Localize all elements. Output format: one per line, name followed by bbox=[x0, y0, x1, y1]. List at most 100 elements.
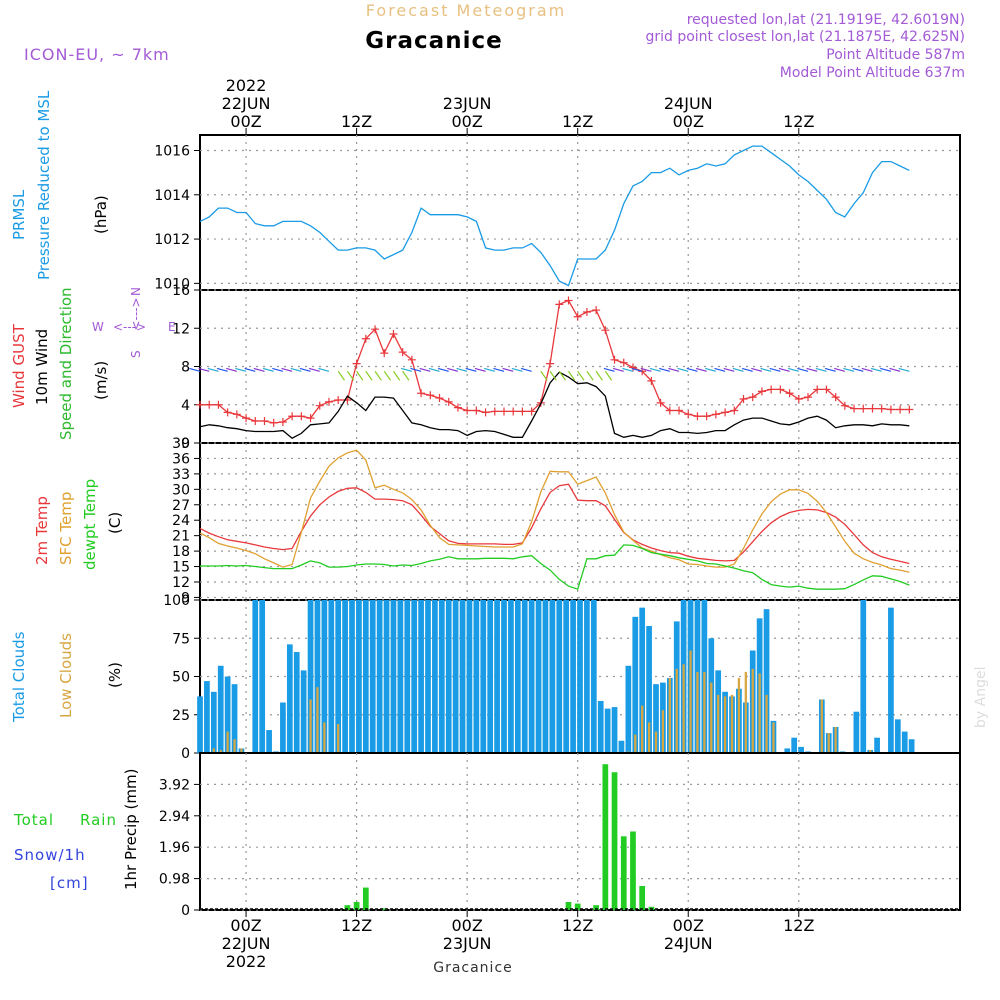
low-cloud-bar bbox=[834, 726, 837, 753]
total-cloud-bar bbox=[494, 600, 500, 753]
wind-direction-arrow bbox=[612, 367, 624, 372]
low-cloud-bar bbox=[751, 668, 754, 753]
total-label: Total bbox=[13, 811, 54, 829]
wind-direction-arrow bbox=[595, 370, 603, 381]
gust-marker bbox=[389, 329, 398, 338]
total-cloud-bar bbox=[908, 739, 915, 753]
gust-marker bbox=[453, 403, 462, 412]
gust-marker bbox=[407, 355, 416, 364]
total-cloud-bar bbox=[611, 707, 618, 753]
wind-direction-arrow bbox=[898, 367, 910, 372]
rain-bar bbox=[565, 901, 572, 910]
snow-label: Snow/1h bbox=[14, 846, 86, 864]
gust-marker bbox=[334, 395, 343, 404]
total-cloud-bar bbox=[224, 676, 231, 753]
cloud-panel: 0 25 50 75 100 bbox=[163, 593, 961, 762]
wind-direction-arrow bbox=[356, 370, 364, 381]
total-cloud-bar bbox=[514, 600, 521, 753]
low-cloud-bar bbox=[730, 694, 734, 753]
wind-direction-arrow bbox=[797, 367, 809, 372]
chart-title: Forecast Meteogram bbox=[366, 1, 566, 20]
gust-marker bbox=[500, 407, 508, 416]
time-label: 24JUN bbox=[664, 934, 713, 953]
gust-marker bbox=[822, 385, 831, 394]
low-cloud-bar bbox=[723, 696, 727, 753]
gust-marker bbox=[730, 406, 739, 415]
total-cloud-bar bbox=[314, 600, 321, 753]
y-tick-label: 0.98 bbox=[159, 872, 190, 888]
rain-bar bbox=[602, 764, 609, 910]
time-label: 00Z bbox=[673, 916, 704, 935]
wind-direction-arrow bbox=[428, 367, 440, 372]
gust-marker bbox=[739, 395, 748, 404]
gust-marker bbox=[628, 363, 637, 372]
total-cloud-bar bbox=[784, 748, 791, 753]
y-tick-label: 30 bbox=[172, 482, 190, 498]
low-cloud-bar bbox=[316, 687, 319, 753]
total-cloud-bar bbox=[604, 708, 611, 753]
total-cloud-bar bbox=[653, 684, 659, 753]
gust-marker bbox=[610, 355, 619, 364]
wind-direction-arrow bbox=[567, 370, 576, 381]
total-cloud-bar bbox=[618, 740, 625, 753]
wind-direction-arrow bbox=[788, 367, 799, 372]
gust-marker bbox=[886, 405, 895, 414]
watermark: by Angel bbox=[973, 667, 989, 728]
y-tick-label: 9 bbox=[181, 590, 190, 606]
low-cloud-bar bbox=[696, 671, 699, 753]
gust-marker bbox=[518, 407, 527, 416]
wind-direction-arrow bbox=[253, 367, 265, 372]
rain-bar bbox=[630, 831, 636, 910]
wind-gust-line bbox=[200, 299, 910, 424]
gust-marker bbox=[297, 412, 306, 421]
low-cloud-bar bbox=[337, 723, 340, 753]
y-tick-label: 1014 bbox=[154, 188, 190, 204]
wind-direction-arrow bbox=[741, 367, 753, 372]
total-cloud-bar bbox=[791, 737, 798, 753]
low-cloud-bar bbox=[820, 699, 823, 753]
gust-marker bbox=[582, 307, 591, 316]
total-cloud-bar bbox=[307, 600, 314, 753]
gust-marker bbox=[361, 334, 370, 343]
rain-bar bbox=[381, 908, 388, 910]
gust-marker bbox=[564, 296, 573, 305]
low-cloud-bar bbox=[641, 705, 644, 753]
wind-direction-arrow bbox=[889, 367, 901, 372]
dewpt-temp-line bbox=[200, 544, 910, 591]
panel-frame bbox=[199, 134, 961, 291]
gust-marker bbox=[794, 395, 803, 404]
total-cloud-bar bbox=[901, 731, 908, 753]
wind-direction-arrow bbox=[318, 367, 330, 372]
gust-marker bbox=[196, 400, 204, 409]
panel-frame bbox=[199, 752, 961, 911]
footer-location: Gracanice bbox=[433, 960, 513, 976]
total-cloud-bar bbox=[590, 600, 597, 753]
prmsl-label: PRMSL bbox=[10, 189, 28, 240]
wind-direction-arrow bbox=[815, 367, 827, 372]
y-tick-label: 1.96 bbox=[159, 840, 190, 856]
temp-2m-label: 2m Temp bbox=[33, 496, 51, 565]
total-cloud-bar bbox=[197, 696, 203, 753]
wind-direction-arrow bbox=[659, 367, 670, 372]
wind-direction-arrow bbox=[272, 367, 284, 372]
wind-direction-arrow bbox=[216, 367, 228, 372]
total-cloud-bar bbox=[646, 626, 652, 753]
wind-direction-arrow bbox=[502, 367, 514, 372]
gust-marker bbox=[896, 405, 905, 414]
prmsl-panel: 1010 1012 1014 1016 bbox=[154, 134, 961, 292]
wind-direction-arrow bbox=[640, 367, 652, 372]
total-cloud-bar bbox=[459, 600, 466, 753]
low-cloud-bar bbox=[710, 682, 713, 753]
total-cloud-bar bbox=[466, 600, 473, 753]
y-tick-label: 100 bbox=[163, 593, 190, 609]
rain-bar bbox=[344, 905, 351, 910]
gust-marker bbox=[684, 410, 693, 419]
gust-marker bbox=[223, 408, 232, 417]
wind-direction-arrow bbox=[437, 367, 449, 372]
total-cloud-bar bbox=[425, 600, 431, 753]
compass-west: W bbox=[92, 320, 104, 334]
gust-marker bbox=[444, 397, 453, 406]
gust-marker bbox=[242, 414, 251, 423]
total-cloud-bar bbox=[480, 600, 487, 753]
